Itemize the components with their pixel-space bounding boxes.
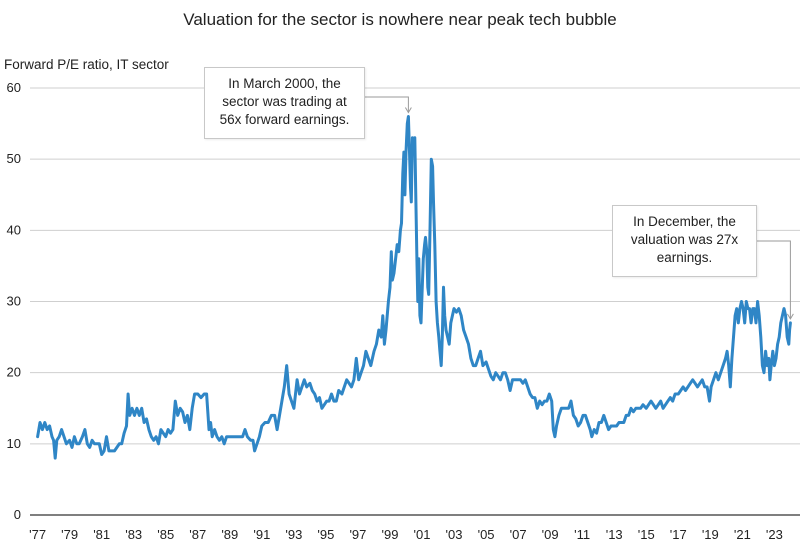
x-tick-label: '81 [93,527,110,542]
x-tick-label: '79 [61,527,78,542]
y-axis-label: Forward P/E ratio, IT sector [4,57,169,72]
chart-title: Valuation for the sector is nowhere near… [183,10,617,29]
y-tick-label: 0 [14,507,21,522]
x-tick-label: '97 [349,527,366,542]
x-tick-label: '99 [381,527,398,542]
y-tick-label: 20 [7,365,21,380]
x-axis-ticks: '77 '79 '81 '83 '85 '87 '89 '91 '93 '95 '97 '99 '01 '… [29,527,783,542]
x-tick-label: '01 [414,527,431,542]
x-tick-label: '87 [189,527,206,542]
x-tick-label: '21 [734,527,751,542]
annotation-line: earnings. [656,250,713,265]
x-tick-label: '91 [253,527,270,542]
annotation-callout-march-2000: In March 2000, the sector was trading at… [204,67,365,139]
series-line-forward-pe [36,115,792,460]
x-tick-label: '95 [317,527,334,542]
x-tick-label: '05 [478,527,495,542]
annotation-line: sector was trading at [222,94,347,109]
x-tick-label: '15 [638,527,655,542]
x-tick-label: '17 [670,527,687,542]
y-tick-label: 30 [7,294,21,309]
annotation-callout-december: In December, the valuation was 27x earni… [612,205,757,277]
annotation-line: In December, the [633,214,736,229]
annotation-arrowhead [404,107,412,114]
y-tick-label: 40 [7,222,21,237]
y-tick-label: 60 [7,80,21,95]
x-tick-label: '19 [702,527,719,542]
annotation-arrowhead [786,313,794,320]
annotation-line: valuation was 27x [630,232,739,247]
x-tick-label: '09 [542,527,559,542]
x-tick-label: '07 [510,527,527,542]
x-tick-label: '13 [606,527,623,542]
x-tick-label: '93 [285,527,302,542]
x-tick-label: '23 [766,527,783,542]
y-tick-label: 50 [7,151,21,166]
y-tick-label: 10 [7,436,21,451]
annotation-leader-line [757,240,791,319]
x-tick-label: '03 [446,527,463,542]
x-tick-label: '85 [157,527,174,542]
x-tick-label: '11 [574,527,590,542]
x-tick-label: '89 [221,527,238,542]
x-tick-label: '83 [125,527,142,542]
y-axis-ticks: 0 10 20 30 40 50 60 [7,80,21,522]
x-tick-label: '77 [29,527,46,542]
annotation-leader-line [365,96,409,113]
annotation-line: 56x forward earnings. [219,112,350,127]
annotation-leaders [365,96,794,320]
annotation-line: In March 2000, the [228,76,341,91]
